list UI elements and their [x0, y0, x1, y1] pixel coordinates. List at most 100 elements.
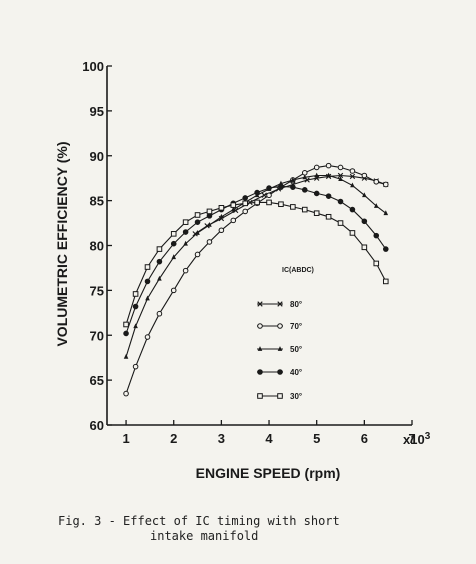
data-point	[373, 260, 380, 267]
series-1	[123, 162, 389, 397]
data-point	[290, 204, 296, 210]
data-point	[326, 172, 331, 178]
x-axis-multiplier-base: x10	[403, 432, 425, 447]
data-point	[349, 230, 356, 236]
data-point	[230, 206, 236, 212]
legend-marker	[257, 323, 263, 329]
legend-item: 50°	[257, 345, 302, 354]
data-point	[132, 291, 139, 297]
data-point	[144, 278, 151, 285]
data-point	[325, 193, 332, 199]
data-point	[170, 287, 177, 294]
data-point	[145, 295, 150, 301]
x-axis-multiplier-exp: 3	[425, 431, 431, 442]
data-point	[157, 275, 162, 281]
data-point	[361, 218, 368, 225]
x-tick-label: 1	[122, 431, 129, 446]
data-point	[350, 182, 355, 188]
data-point	[123, 330, 129, 337]
data-point	[194, 251, 201, 258]
data-point	[313, 164, 320, 171]
data-point	[349, 168, 356, 174]
data-point	[182, 219, 189, 225]
data-point	[218, 205, 225, 211]
data-point	[156, 310, 163, 317]
legend-label: 70°	[290, 322, 302, 331]
data-point	[144, 264, 151, 270]
y-tick-label: 70	[90, 328, 104, 343]
data-point	[133, 323, 138, 329]
data-point	[314, 172, 319, 178]
data-point	[290, 184, 296, 190]
legend-item: 70°	[257, 322, 302, 331]
legend-label: 80°	[290, 300, 302, 309]
legend-title: IC(ABDC)	[282, 267, 314, 274]
x-tick-label: 2	[170, 431, 177, 446]
legend-marker	[277, 301, 283, 307]
legend-marker	[257, 301, 263, 307]
data-point	[230, 217, 237, 224]
data-point	[242, 208, 249, 215]
caption-line-2: intake manifold	[150, 529, 259, 543]
data-point	[337, 164, 344, 171]
series-line	[125, 201, 387, 325]
data-point	[361, 172, 368, 179]
data-point	[338, 176, 343, 181]
data-point	[301, 206, 308, 213]
data-point	[182, 267, 189, 274]
data-point	[301, 187, 308, 193]
data-point	[278, 201, 284, 208]
data-point	[337, 220, 344, 226]
data-point	[337, 172, 344, 179]
series-line	[125, 185, 387, 334]
data-point	[242, 200, 249, 207]
data-point	[156, 258, 163, 265]
legend-marker	[257, 346, 263, 351]
data-point	[337, 198, 344, 205]
data-point	[313, 190, 320, 197]
data-point	[206, 213, 213, 219]
y-axis-label: VOLUMETRIC EFFICIENCY (%)	[54, 141, 70, 346]
data-point	[302, 174, 308, 180]
series-line	[194, 174, 386, 235]
data-point	[361, 244, 368, 251]
x-tick-label: 3	[218, 431, 225, 446]
legend-marker	[277, 393, 283, 399]
legend-marker	[257, 393, 263, 399]
data-point	[254, 189, 260, 196]
y-tick-label: 65	[90, 373, 104, 388]
data-point	[373, 178, 380, 185]
x-tick-label: 4	[265, 431, 273, 446]
data-point	[170, 231, 177, 237]
y-tick-label: 95	[90, 104, 104, 119]
data-point	[195, 230, 200, 235]
data-point	[207, 221, 212, 227]
y-tick-label: 75	[90, 283, 104, 298]
y-tick-label: 90	[90, 149, 104, 164]
legend: 80° 70° 50° 40° 30°	[257, 300, 302, 401]
x-tick-label: 7	[408, 431, 415, 446]
data-point	[194, 219, 201, 225]
data-point	[132, 363, 139, 370]
x-tick-label: 6	[361, 431, 368, 446]
data-point	[144, 334, 151, 340]
data-point	[266, 185, 272, 191]
x-tick-label: 5	[313, 431, 320, 446]
series-4	[123, 199, 389, 328]
data-point	[230, 202, 237, 208]
x-axis-label: ENGINE SPEED (rpm)	[196, 465, 341, 481]
data-point	[325, 213, 332, 220]
data-point	[218, 227, 225, 234]
data-point	[278, 183, 284, 190]
data-point	[182, 229, 189, 235]
data-point	[373, 203, 379, 208]
x-axis-multiplier: x103	[403, 431, 431, 447]
data-point	[183, 240, 188, 246]
data-point	[156, 246, 163, 252]
data-point	[382, 278, 389, 285]
data-point	[383, 210, 389, 216]
data-point	[132, 303, 139, 310]
data-point	[325, 162, 332, 169]
legend-marker	[277, 323, 283, 329]
legend-label: 30°	[290, 392, 302, 401]
